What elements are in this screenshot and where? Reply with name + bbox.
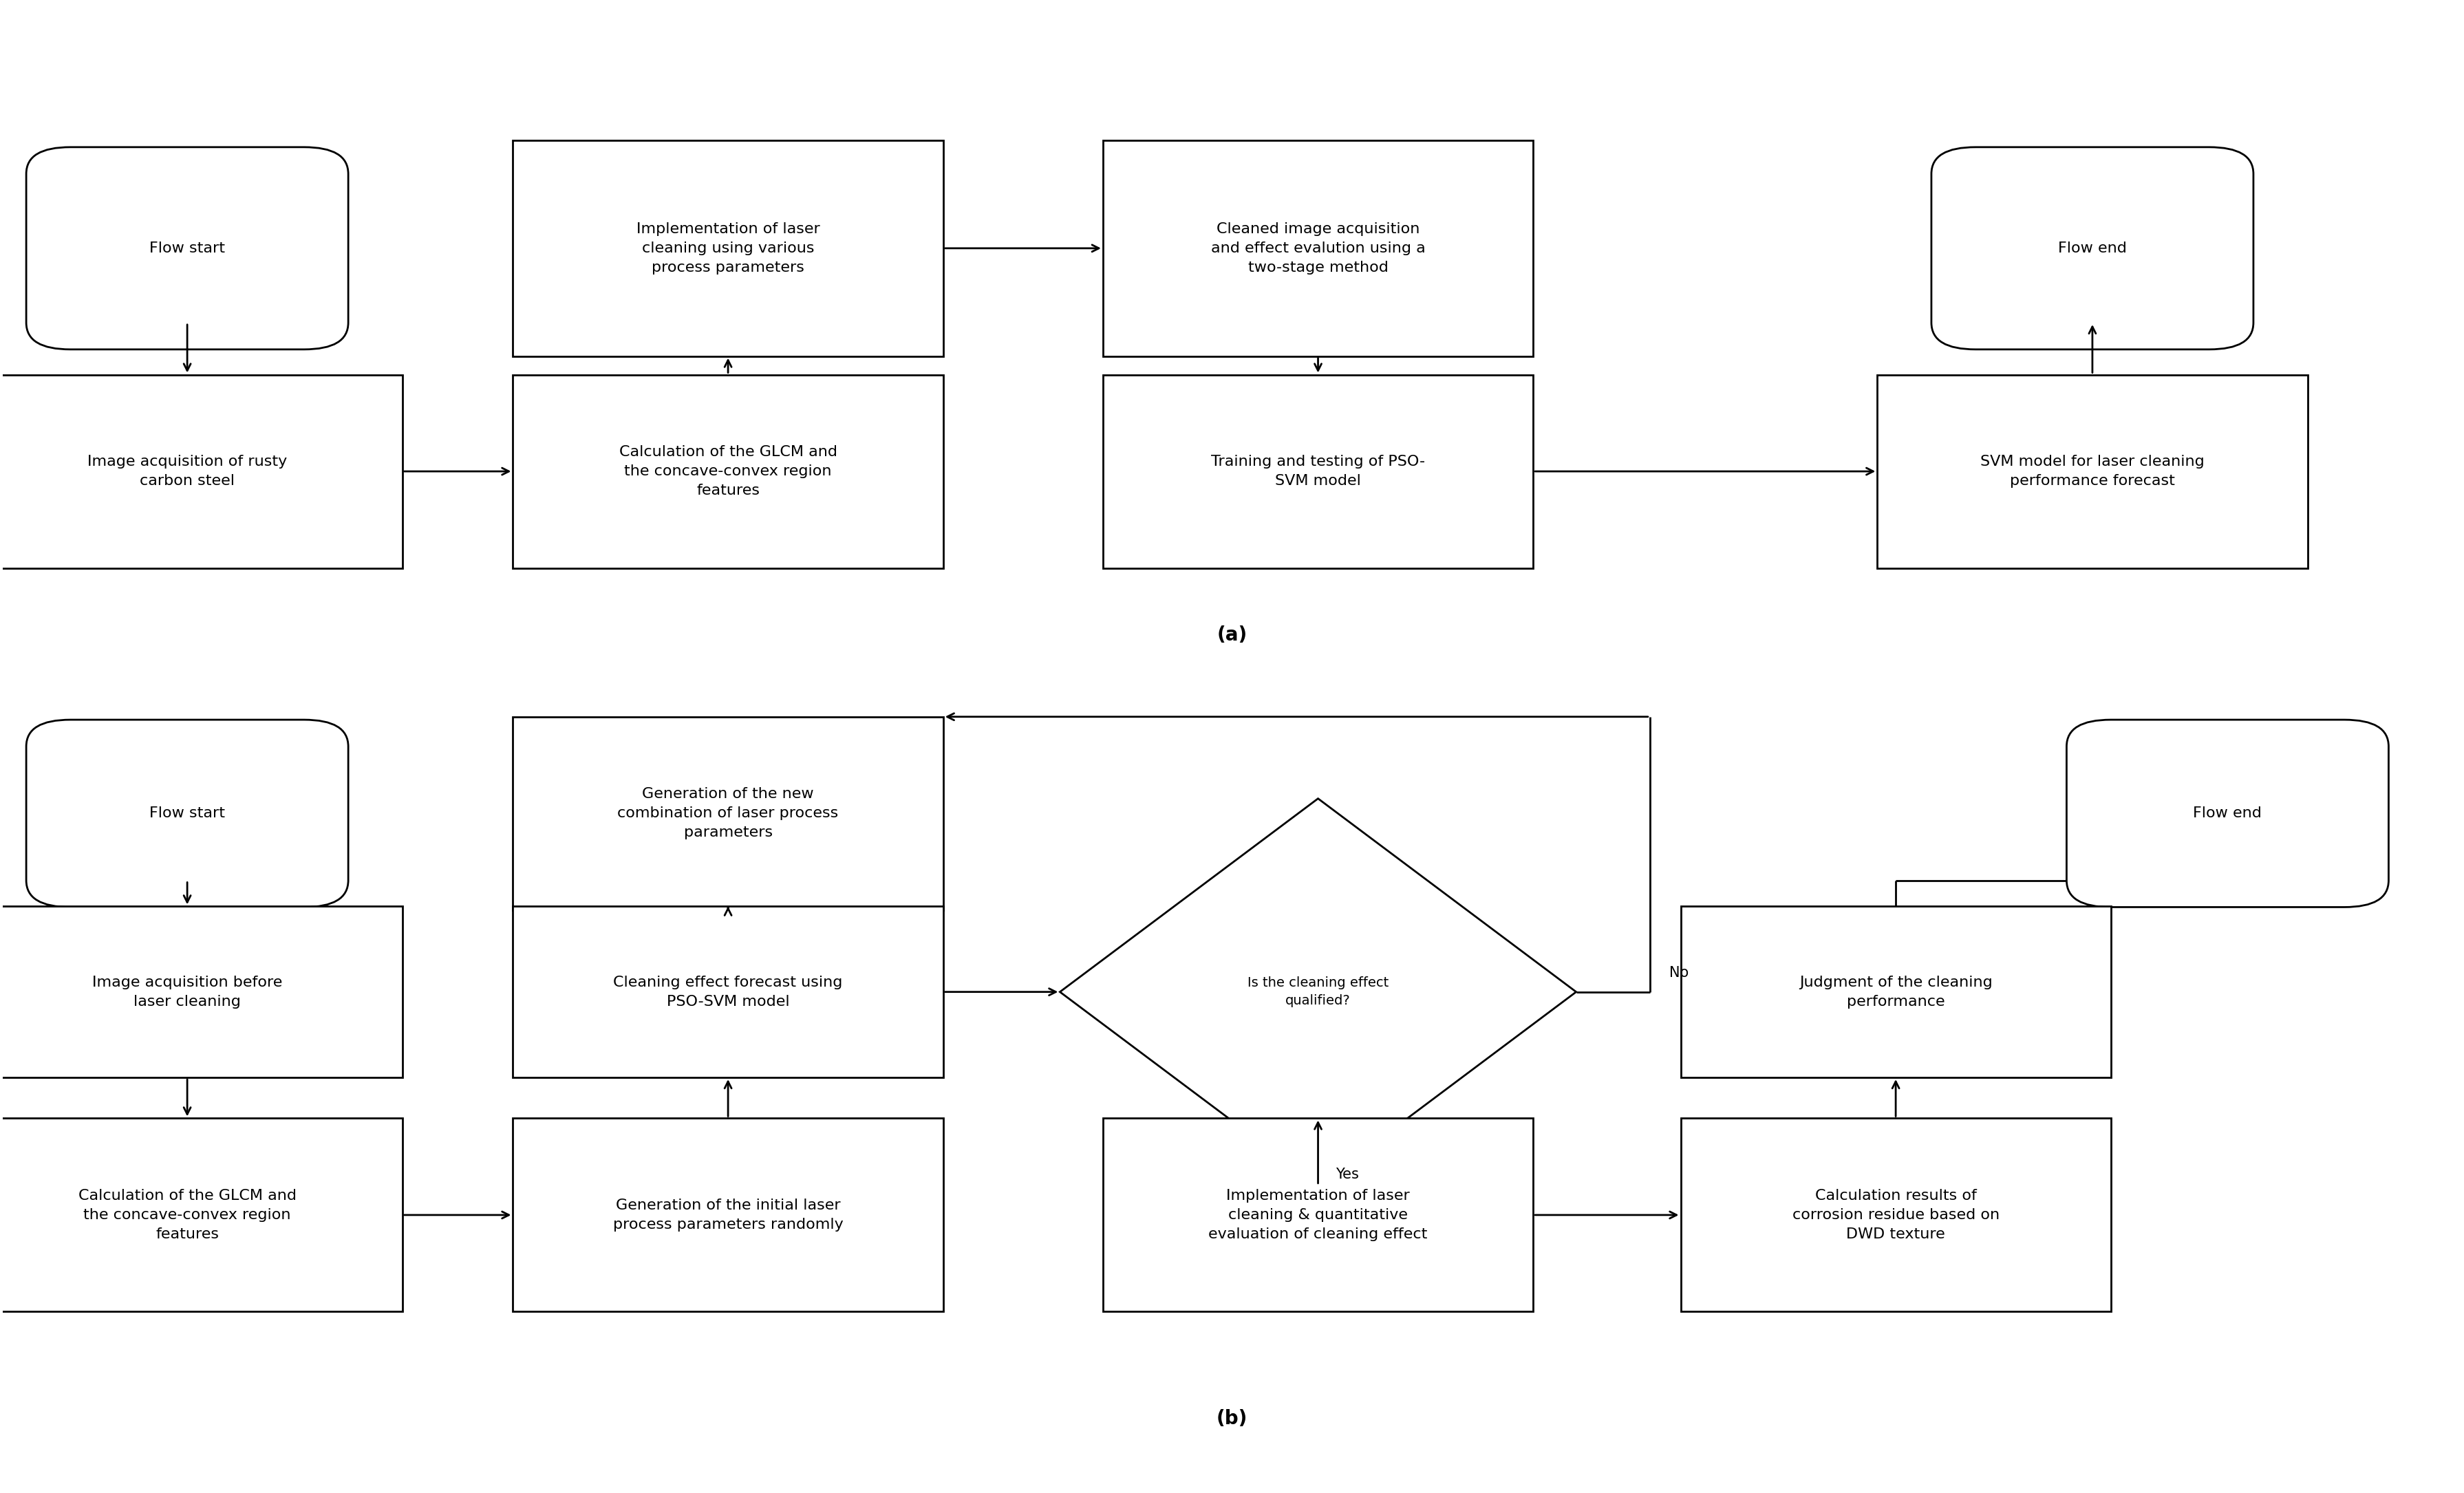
Text: Implementation of laser
cleaning & quantitative
evaluation of cleaning effect: Implementation of laser cleaning & quant… — [1207, 1188, 1427, 1241]
FancyBboxPatch shape — [1932, 148, 2255, 349]
FancyBboxPatch shape — [2067, 720, 2388, 908]
Text: Generation of the new
combination of laser process
parameters: Generation of the new combination of las… — [618, 787, 838, 839]
FancyBboxPatch shape — [513, 375, 944, 567]
Text: Cleaning effect forecast using
PSO-SVM model: Cleaning effect forecast using PSO-SVM m… — [614, 975, 843, 1008]
Text: Cleaned image acquisition
and effect evalution using a
two-stage method: Cleaned image acquisition and effect eva… — [1210, 222, 1424, 275]
Text: Calculation results of
corrosion residue based on
DWD texture: Calculation results of corrosion residue… — [1791, 1188, 1998, 1241]
Text: Generation of the initial laser
process parameters randomly: Generation of the initial laser process … — [614, 1199, 843, 1232]
FancyBboxPatch shape — [513, 717, 944, 911]
Text: Image acquisition of rusty
carbon steel: Image acquisition of rusty carbon steel — [86, 455, 288, 488]
Polygon shape — [1060, 799, 1577, 1185]
FancyBboxPatch shape — [513, 906, 944, 1078]
Text: (a): (a) — [1217, 626, 1247, 645]
Text: Flow end: Flow end — [2193, 806, 2262, 820]
FancyBboxPatch shape — [1104, 375, 1533, 567]
FancyBboxPatch shape — [1104, 140, 1533, 357]
FancyBboxPatch shape — [1878, 375, 2306, 567]
FancyBboxPatch shape — [27, 720, 347, 908]
FancyBboxPatch shape — [27, 148, 347, 349]
FancyBboxPatch shape — [0, 375, 402, 567]
Text: Yes: Yes — [1335, 1168, 1358, 1181]
FancyBboxPatch shape — [1680, 906, 2112, 1078]
Text: Calculation of the GLCM and
the concave-convex region
features: Calculation of the GLCM and the concave-… — [618, 445, 838, 497]
FancyBboxPatch shape — [1680, 1118, 2112, 1312]
Text: Implementation of laser
cleaning using various
process parameters: Implementation of laser cleaning using v… — [636, 222, 821, 275]
FancyBboxPatch shape — [0, 906, 402, 1078]
Text: Flow start: Flow start — [150, 242, 224, 255]
Text: (b): (b) — [1217, 1409, 1247, 1429]
Text: Image acquisition before
laser cleaning: Image acquisition before laser cleaning — [91, 975, 283, 1008]
Text: Flow start: Flow start — [150, 806, 224, 820]
FancyBboxPatch shape — [513, 1118, 944, 1312]
FancyBboxPatch shape — [1104, 1118, 1533, 1312]
Text: Judgment of the cleaning
performance: Judgment of the cleaning performance — [1799, 975, 1993, 1008]
Text: SVM model for laser cleaning
performance forecast: SVM model for laser cleaning performance… — [1981, 455, 2205, 488]
FancyBboxPatch shape — [0, 1118, 402, 1312]
Text: No: No — [1671, 966, 1688, 979]
Text: Training and testing of PSO-
SVM model: Training and testing of PSO- SVM model — [1210, 455, 1424, 488]
FancyBboxPatch shape — [513, 140, 944, 357]
Text: Is the cleaning effect
qualified?: Is the cleaning effect qualified? — [1247, 976, 1390, 1008]
Text: Flow end: Flow end — [2057, 242, 2126, 255]
Text: Calculation of the GLCM and
the concave-convex region
features: Calculation of the GLCM and the concave-… — [79, 1188, 296, 1241]
